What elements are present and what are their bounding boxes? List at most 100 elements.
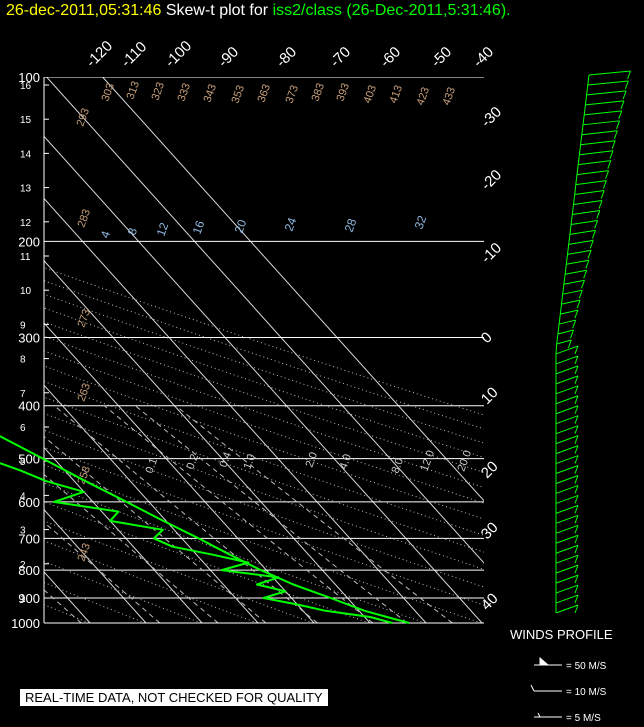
wind-barb-flag <box>574 515 579 524</box>
wind-barb-flag <box>574 465 579 474</box>
wind-barb <box>561 299 581 305</box>
height-label: 6 <box>20 423 26 434</box>
height-label: 4 <box>20 491 26 502</box>
wind-barb-flag <box>620 100 625 110</box>
wind-barb-flag <box>578 290 583 299</box>
theta-label: 313 <box>125 80 143 101</box>
pressure-label: 800 <box>18 563 40 578</box>
chart-title: 26-dec-2011,05:31:46 Skew-t plot for iss… <box>6 2 511 20</box>
height-label: 3 <box>20 526 26 537</box>
pressure-label: 100 <box>18 70 40 85</box>
wind-barb-flag <box>570 329 574 339</box>
wind-barb <box>555 415 579 425</box>
isotherm <box>44 571 91 623</box>
quality-note: REAL-TIME DATA, NOT CHECKED FOR QUALITY <box>20 689 328 706</box>
wind-barb <box>560 309 579 315</box>
mixing-ratio-label: 20 <box>232 217 250 235</box>
wind-barb <box>555 504 579 514</box>
theta-label: 353 <box>230 84 248 105</box>
wind-barb <box>588 70 631 76</box>
wind-barb <box>555 375 579 385</box>
theta-label: 253 <box>76 465 94 486</box>
theta-label: 333 <box>176 82 194 103</box>
pressure-label: 200 <box>18 234 40 249</box>
temperature-label-top: -100 <box>162 38 195 71</box>
wind-barb <box>555 544 579 554</box>
height-label: 5 <box>20 457 26 468</box>
wind-barb-flag <box>574 525 579 534</box>
wind-barb-flag <box>587 250 592 259</box>
temperature-label-right: -20 <box>478 166 505 193</box>
theta-label: 283 <box>76 208 94 229</box>
wind-barb <box>555 514 579 524</box>
height-label: 1 <box>20 594 26 605</box>
dry-adiabat <box>44 396 484 553</box>
temperature-label-right: 30 <box>478 519 502 543</box>
dry-adiabat <box>44 335 484 489</box>
wind-barb-flag <box>583 270 588 279</box>
wind-barb <box>584 110 622 116</box>
wind-barb <box>575 180 607 186</box>
height-label: 14 <box>20 149 32 160</box>
wind-barb <box>555 465 579 474</box>
theta-label: 373 <box>284 84 302 105</box>
mixing-ratio-label: 8 <box>125 226 141 237</box>
wind-barb-flag <box>589 240 594 249</box>
pressure-label: 600 <box>18 495 40 510</box>
wind-barb-flag <box>574 475 579 484</box>
dry-adiabat <box>44 321 484 473</box>
temperature-label-top: -50 <box>428 43 455 70</box>
winds-profile <box>555 70 631 614</box>
theta-label: 413 <box>388 84 406 105</box>
wind-barb <box>555 494 579 504</box>
wind-barb-flag <box>574 545 579 554</box>
mixing-ratio-label: 12 <box>154 220 172 238</box>
isotherm <box>44 384 259 623</box>
wind-barb-flag <box>574 345 579 355</box>
temperature-label-right: 0 <box>478 329 496 347</box>
wind-barb-flag <box>574 385 579 394</box>
wind-barb <box>564 269 587 275</box>
dry-adiabat <box>44 540 258 623</box>
wind-barb-flag <box>618 110 623 120</box>
wind-barb <box>558 319 576 325</box>
wind-barb-flag <box>609 150 614 159</box>
wind-legend-10-symbol <box>530 684 562 692</box>
temperature-label-right: 40 <box>478 590 502 614</box>
dry-adiabat <box>44 293 484 444</box>
wind-barb <box>572 209 600 215</box>
wind-barb <box>555 355 579 365</box>
moist-adiabat-label: 2.0 <box>304 451 321 469</box>
theta-label: 273 <box>76 308 94 329</box>
wind-barb <box>555 524 579 534</box>
dry-adiabat <box>44 365 484 520</box>
wind-barb <box>581 130 618 136</box>
wind-barb-flag <box>574 584 579 594</box>
pressure-label: 500 <box>18 452 40 467</box>
wind-barb <box>557 329 574 335</box>
wind-barb <box>555 574 579 584</box>
wind-barb <box>578 160 611 166</box>
wind-barb-flag <box>605 170 610 179</box>
moist-adiabat-label: 12.0 <box>419 449 438 473</box>
isotherm <box>102 77 484 502</box>
wind-barb <box>555 534 579 544</box>
wind-barb <box>555 455 579 465</box>
title-plot-label: Skew-t plot for <box>165 2 269 19</box>
height-label: 7 <box>20 389 26 400</box>
mixing-ratio-line <box>44 435 267 623</box>
pressure-label: 400 <box>18 399 40 414</box>
wind-barb <box>585 100 624 106</box>
wind-barb <box>574 190 605 196</box>
dry-adiabat <box>44 267 484 416</box>
height-label: 10 <box>20 286 32 297</box>
wind-legend-5: = 5 M/S <box>566 713 601 724</box>
wind-barb-flag <box>567 339 572 349</box>
dry-adiabat <box>44 412 484 570</box>
theta-label: 303 <box>100 82 118 103</box>
height-label: 8 <box>20 355 26 366</box>
temperature-label-top: -80 <box>273 43 300 70</box>
theta-label: 393 <box>335 82 353 103</box>
wind-barb <box>568 239 594 245</box>
wind-legend-50: = 50 M/S <box>566 661 607 672</box>
